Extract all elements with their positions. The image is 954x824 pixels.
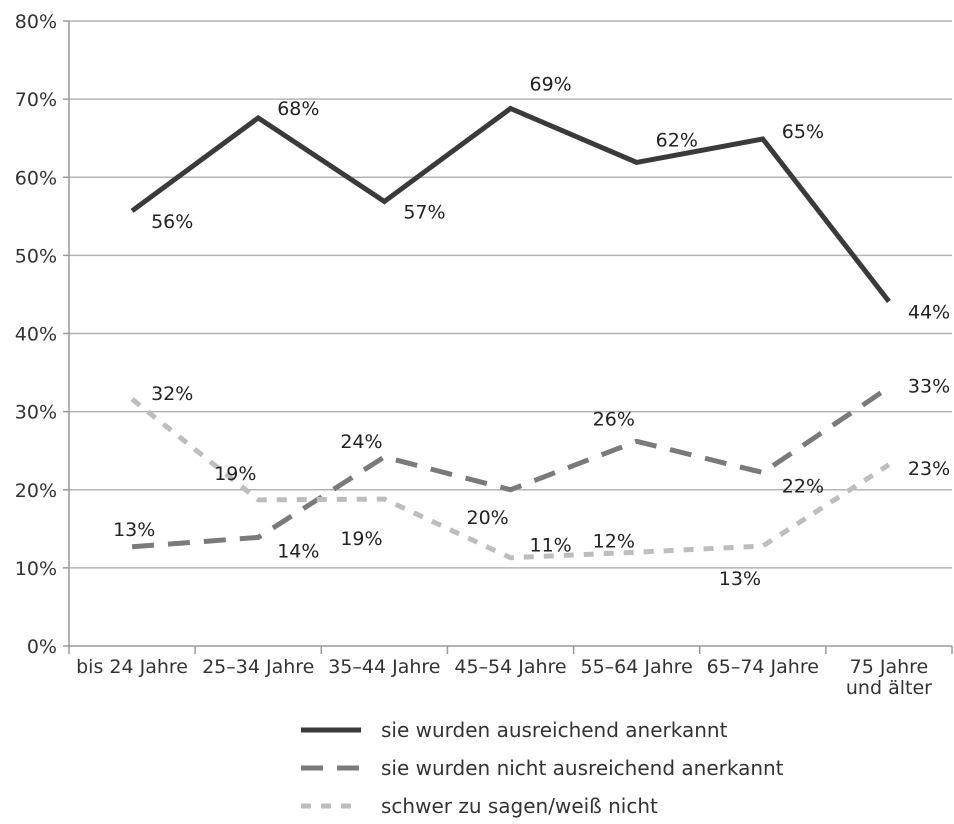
legend-label: schwer zu sagen/weiß nicht [381,794,658,818]
data-label: 69% [530,74,572,96]
x-tick-label: 25–34 Jahre [202,656,314,678]
legend: sie wurden ausreichend anerkannt sie wurd… [301,718,784,818]
x-tick-label: 45–54 Jahre [454,656,566,678]
data-label: 22% [782,476,824,498]
data-labels: 56% 68% 57% 69% 62% 65% 44% 13% 14% 24% 20% 26% 22% 3… [113,74,950,591]
data-label: 20% [467,507,509,529]
data-label: 26% [593,408,635,430]
data-label: 19% [214,463,256,485]
y-tick-label: 10% [15,558,57,580]
data-label: 56% [151,211,193,233]
y-tick-label: 30% [15,402,57,424]
data-label: 33% [908,375,950,397]
data-label: 68% [277,98,319,120]
x-tick-label: 65–74 Jahre [707,656,819,678]
legend-label: sie wurden nicht ausreichend anerkannt [381,756,784,780]
data-label: 23% [908,458,950,480]
data-label: 12% [593,530,635,552]
y-axis-ticks: 0% 10% 20% 30% 40% 50% 60% 70% 80% [15,11,69,658]
series-line-3 [130,397,891,561]
data-label: 57% [403,201,445,223]
legend-label: sie wurden ausreichend anerkannt [381,718,728,742]
series-line-2 [131,385,891,550]
y-tick-label: 50% [15,245,57,267]
x-axis-ticks: bis 24 Jahre 25–34 Jahre 35–44 Jahre 45–54 … [68,646,953,699]
data-label: 14% [277,540,319,562]
series-lines [130,105,891,561]
gridlines [69,20,952,569]
data-label: 62% [656,129,698,151]
x-tick-label: 35–44 Jahre [328,656,440,678]
y-tick-label: 0% [27,636,57,658]
data-label: 11% [530,535,572,557]
series-line-1 [130,105,891,304]
data-label: 65% [782,121,824,143]
y-tick-label: 20% [15,480,57,502]
data-label: 13% [113,519,155,541]
data-label: 19% [340,528,382,550]
data-label: 24% [340,431,382,453]
y-tick-label: 60% [15,167,57,189]
y-tick-label: 70% [15,89,57,111]
y-tick-label: 40% [15,324,57,346]
data-label: 44% [908,301,950,323]
data-label: 13% [719,568,761,590]
y-tick-label: 80% [15,11,57,33]
x-tick-label: 75 Jahre und älter [846,656,932,699]
x-tick-label: bis 24 Jahre [76,656,188,678]
data-label: 32% [151,383,193,405]
x-tick-label: 55–64 Jahre [581,656,693,678]
